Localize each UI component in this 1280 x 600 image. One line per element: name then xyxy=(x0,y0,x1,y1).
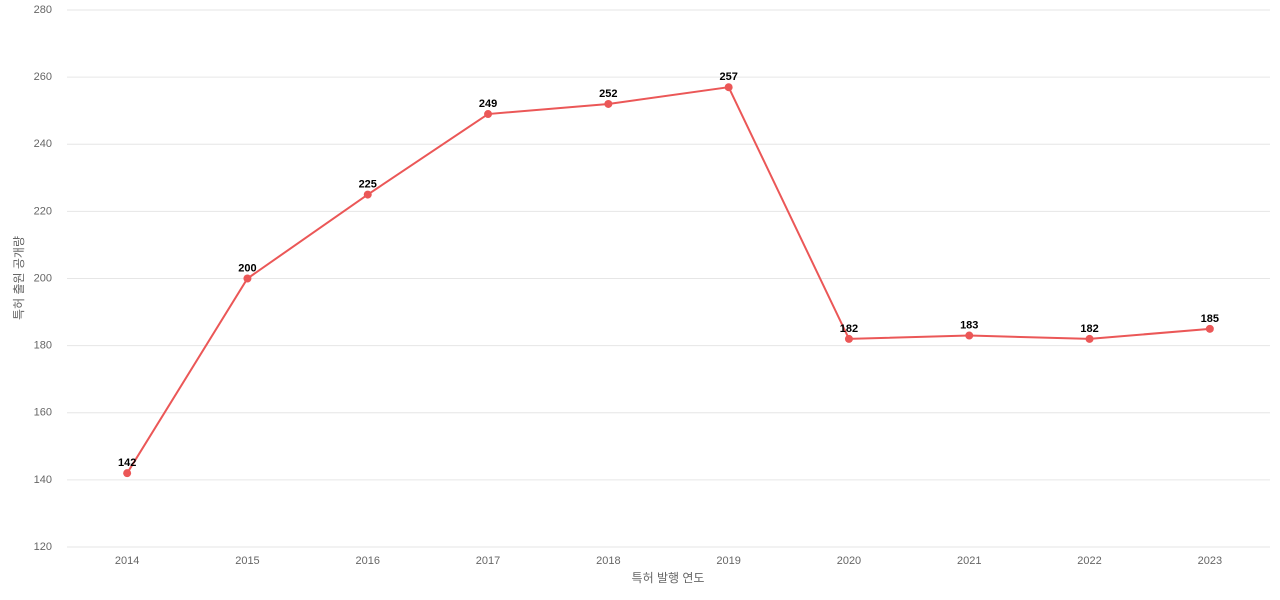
value-label: 257 xyxy=(719,71,737,83)
value-label: 185 xyxy=(1201,313,1219,325)
y-tick-label: 220 xyxy=(34,205,52,217)
value-label: 142 xyxy=(118,457,136,469)
x-tick-label: 2017 xyxy=(476,555,500,567)
value-label: 183 xyxy=(960,319,978,331)
point xyxy=(1205,324,1214,333)
x-tick-label: 2014 xyxy=(115,555,139,567)
x-tick-label: 2016 xyxy=(356,555,380,567)
x-tick-label: 2021 xyxy=(957,555,981,567)
y-tick-label: 120 xyxy=(34,541,52,553)
value-label: 225 xyxy=(359,179,377,191)
y-tick-label: 280 xyxy=(34,4,52,16)
point xyxy=(965,331,974,340)
value-label: 182 xyxy=(840,323,858,335)
point xyxy=(123,469,132,478)
value-label: 249 xyxy=(479,98,497,110)
y-tick-label: 160 xyxy=(34,407,52,419)
y-tick-label: 240 xyxy=(34,138,52,150)
point xyxy=(484,110,493,119)
x-tick-label: 2022 xyxy=(1077,555,1101,567)
x-tick-label: 2023 xyxy=(1198,555,1222,567)
point xyxy=(844,334,853,343)
x-tick-label: 2020 xyxy=(837,555,861,567)
point xyxy=(1085,334,1094,343)
y-tick-label: 140 xyxy=(34,474,52,486)
y-axis-label: 특허 출원 공개량 xyxy=(12,236,26,320)
point xyxy=(363,190,372,199)
value-label: 200 xyxy=(238,262,256,274)
value-label: 252 xyxy=(599,88,617,100)
line xyxy=(126,86,1210,474)
point xyxy=(604,99,613,108)
point xyxy=(724,83,733,92)
point xyxy=(243,274,252,283)
y-tick-label: 200 xyxy=(34,272,52,284)
x-tick-label: 2019 xyxy=(716,555,740,567)
x-tick-label: 2018 xyxy=(596,555,620,567)
x-axis-label: 특허 발행 연도 xyxy=(632,570,705,585)
y-tick-label: 180 xyxy=(34,340,52,352)
value-label: 182 xyxy=(1080,323,1098,335)
y-tick-label: 260 xyxy=(34,71,52,83)
x-tick-label: 2015 xyxy=(235,555,259,567)
